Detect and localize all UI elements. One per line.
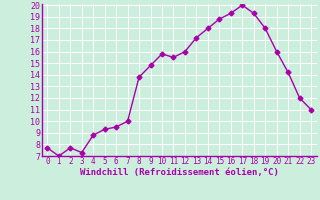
X-axis label: Windchill (Refroidissement éolien,°C): Windchill (Refroidissement éolien,°C)	[80, 168, 279, 177]
